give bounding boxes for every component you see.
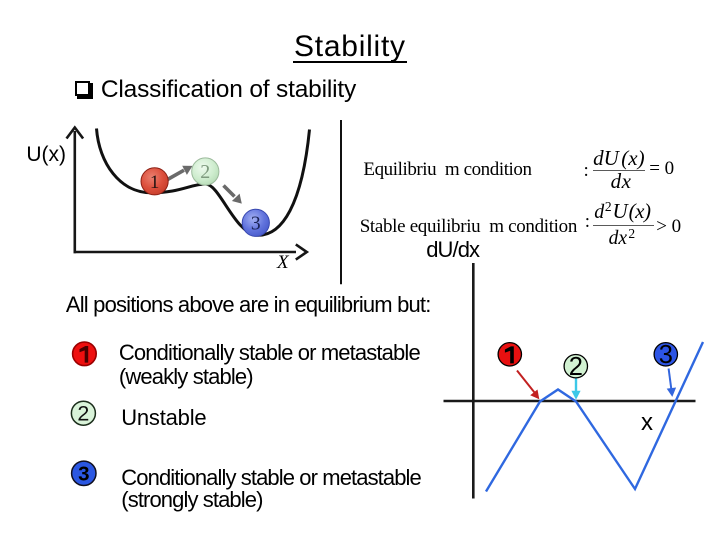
svg-text:1: 1: [150, 172, 160, 193]
svg-text:2: 2: [569, 353, 583, 381]
svg-text:2: 2: [200, 161, 210, 183]
svg-text:3: 3: [251, 213, 261, 234]
svg-text:2: 2: [77, 401, 89, 425]
svg-text:3: 3: [78, 462, 89, 485]
svg-text:3: 3: [659, 341, 673, 369]
